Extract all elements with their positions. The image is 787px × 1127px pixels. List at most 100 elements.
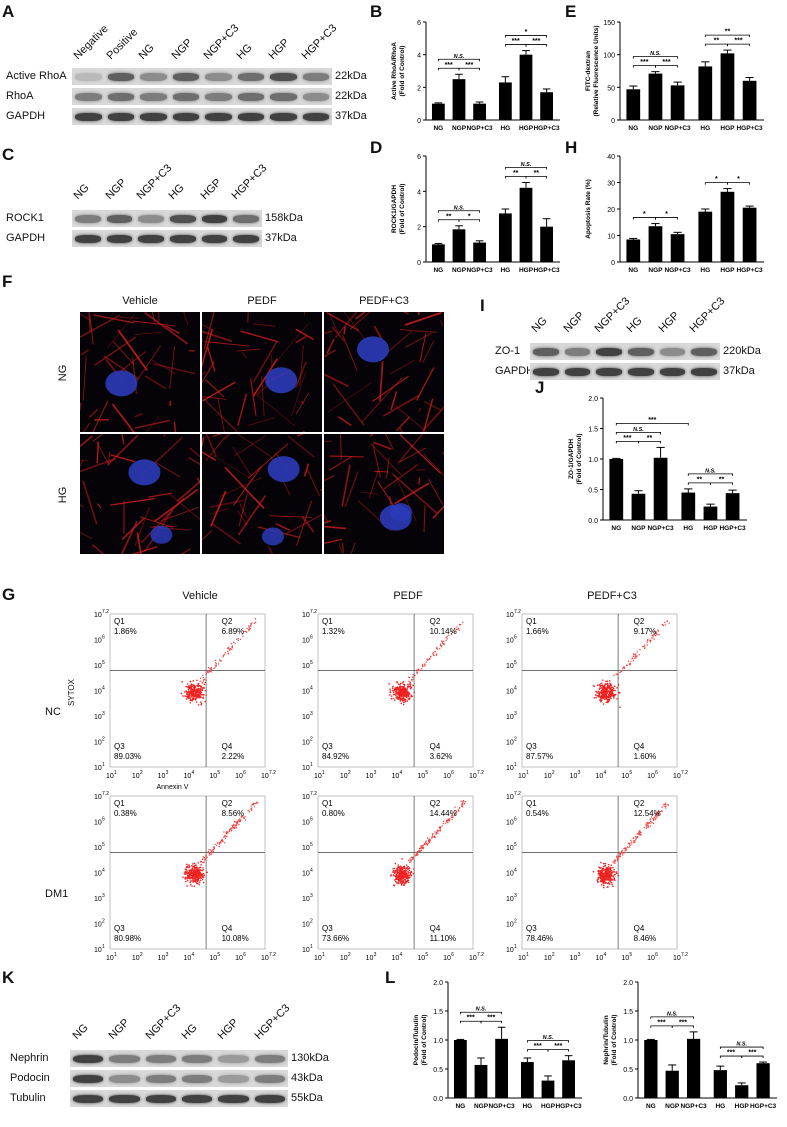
y-tick-exponent: 1: [514, 762, 517, 768]
blot-band: [145, 1094, 176, 1103]
x-tick-label: NGP+C3: [488, 1103, 515, 1110]
kda-label: 158kDa: [265, 212, 303, 224]
quadrant-name: Q3: [114, 742, 125, 751]
y-tick-exponent: 7.2: [514, 791, 521, 797]
significance-label: *: [468, 213, 471, 220]
x-tick-exponent: 4: [604, 770, 607, 776]
blot-strip: [72, 230, 262, 247]
x-tick-label: HGP: [735, 1103, 750, 1110]
x-tick-label: NG: [628, 125, 638, 132]
y-tick-label: 10: [506, 947, 514, 954]
lane-label: NGP+C3: [201, 22, 242, 63]
y-tick-exponent: 6: [102, 817, 105, 823]
panel-label-c: C: [2, 145, 15, 164]
blot-band: [233, 234, 259, 243]
quadrant-name: Q2: [430, 799, 441, 808]
x-tick-label: 10: [184, 773, 192, 780]
blot-strip: [72, 68, 332, 85]
x-tick-label: 10: [417, 955, 425, 962]
blot-band: [140, 112, 167, 121]
blot-row-label: RhoA: [6, 90, 34, 102]
blot-band: [237, 92, 264, 101]
quadrant-percent: 14.44%: [430, 809, 457, 818]
blot-strip: [530, 363, 720, 380]
quadrant-percent: 0.54%: [526, 809, 549, 818]
x-tick-label: 10: [443, 773, 451, 780]
lane-label: HGP: [656, 309, 682, 335]
quadrant-name: Q1: [114, 617, 125, 626]
panel-label-i: I: [480, 296, 485, 315]
y-axis-label-2: (Fold of Control): [399, 184, 406, 235]
blot-band: [628, 347, 654, 356]
x-tick-label: HG: [700, 125, 710, 132]
significance-bracket: [458, 219, 480, 222]
lane-label: HG: [234, 41, 255, 62]
flow-column-title: PEDF+C3: [587, 590, 637, 602]
significance-bracket: [525, 44, 547, 47]
y-tick-label: 1.0: [623, 1038, 633, 1045]
scale-bar: [0, 0, 22, 3]
quadrant-percent: 10.14%: [430, 627, 457, 636]
x-tick-label: 10: [647, 955, 655, 962]
x-tick-label: 10: [106, 955, 114, 962]
blot-row-label: Nephrin: [10, 1052, 49, 1064]
x-tick-exponent: 3: [374, 770, 377, 776]
kda-label: 55kDa: [291, 1092, 323, 1104]
x-tick-exponent: 7.2: [681, 952, 688, 958]
x-tick-label: 10: [673, 773, 681, 780]
cell-image: [324, 434, 444, 554]
y-tick-label: 0: [417, 118, 421, 125]
x-tick-label: HGP: [519, 125, 534, 132]
x-tick-label: NG: [433, 125, 443, 132]
significance-bracket: [504, 35, 547, 38]
flow-scatter-plot: 10 110 110 210 210 310 310 410 410 510 510 610 610 7.…: [302, 791, 484, 962]
bar-chart-h: 0 10 20 30 40 Apoptosis Rate (%) NG NGP NGP+C3 HG…: [585, 154, 764, 274]
y-axis-label: Podocin/Tubulin: [413, 1015, 420, 1065]
x-tick-exponent: 3: [578, 770, 581, 776]
panel-label-k: K: [2, 968, 15, 987]
lane-label: NG: [529, 314, 550, 335]
x-tick-label: 10: [647, 773, 655, 780]
bar: [498, 213, 512, 262]
blot-band: [172, 92, 199, 101]
y-tick-label: 10: [506, 871, 514, 878]
blot-band: [302, 92, 329, 101]
x-tick-label: HG: [500, 125, 510, 132]
x-tick-exponent: 2: [552, 770, 555, 776]
quadrant-percent: 1.66%: [526, 627, 549, 636]
significance-label: ***: [465, 62, 473, 69]
micrograph: [324, 434, 444, 554]
bar-chart-j: 0.0 0.5 1.0 1.5 2.0 ZO-1/GAPDH (Fold of Contro…: [568, 396, 747, 532]
significance-bracket: [650, 1016, 694, 1019]
bar: [735, 1085, 749, 1098]
bar: [703, 506, 718, 520]
y-tick-label: 0: [417, 260, 421, 267]
x-tick-label: HGP: [519, 267, 534, 274]
significance-label: ***: [748, 1050, 756, 1057]
x-tick-label: 10: [417, 773, 425, 780]
quadrant-percent: 87.57%: [526, 752, 553, 761]
micrograph: [324, 312, 444, 432]
y-tick-exponent: 5: [310, 842, 313, 848]
y-tick-label: 10: [302, 638, 310, 645]
x-tick-exponent: 5: [217, 770, 220, 776]
y-tick-label: 10: [302, 922, 310, 929]
panel-label-l: L: [385, 968, 396, 987]
x-tick-label: NGP: [452, 267, 467, 274]
y-tick-label: 10: [302, 714, 310, 721]
blot-band: [254, 1074, 285, 1083]
blot-band: [182, 1094, 213, 1103]
y-tick-exponent: 6: [310, 817, 313, 823]
significance-label: ***: [534, 1043, 542, 1050]
y-tick-exponent: 5: [102, 842, 105, 848]
cell-image: [202, 312, 315, 432]
significance-label: N.S.: [736, 1042, 747, 1048]
y-tick-label: 10: [94, 638, 102, 645]
x-tick-label: HG: [700, 267, 710, 274]
y-tick-label: 2.0: [433, 980, 443, 987]
lane-label: HGP+C3: [687, 295, 728, 335]
y-tick-exponent: 3: [310, 893, 313, 899]
quadrant-name: Q3: [526, 742, 537, 751]
x-tick-exponent: 3: [166, 952, 169, 958]
panel-label-f: F: [2, 272, 13, 291]
